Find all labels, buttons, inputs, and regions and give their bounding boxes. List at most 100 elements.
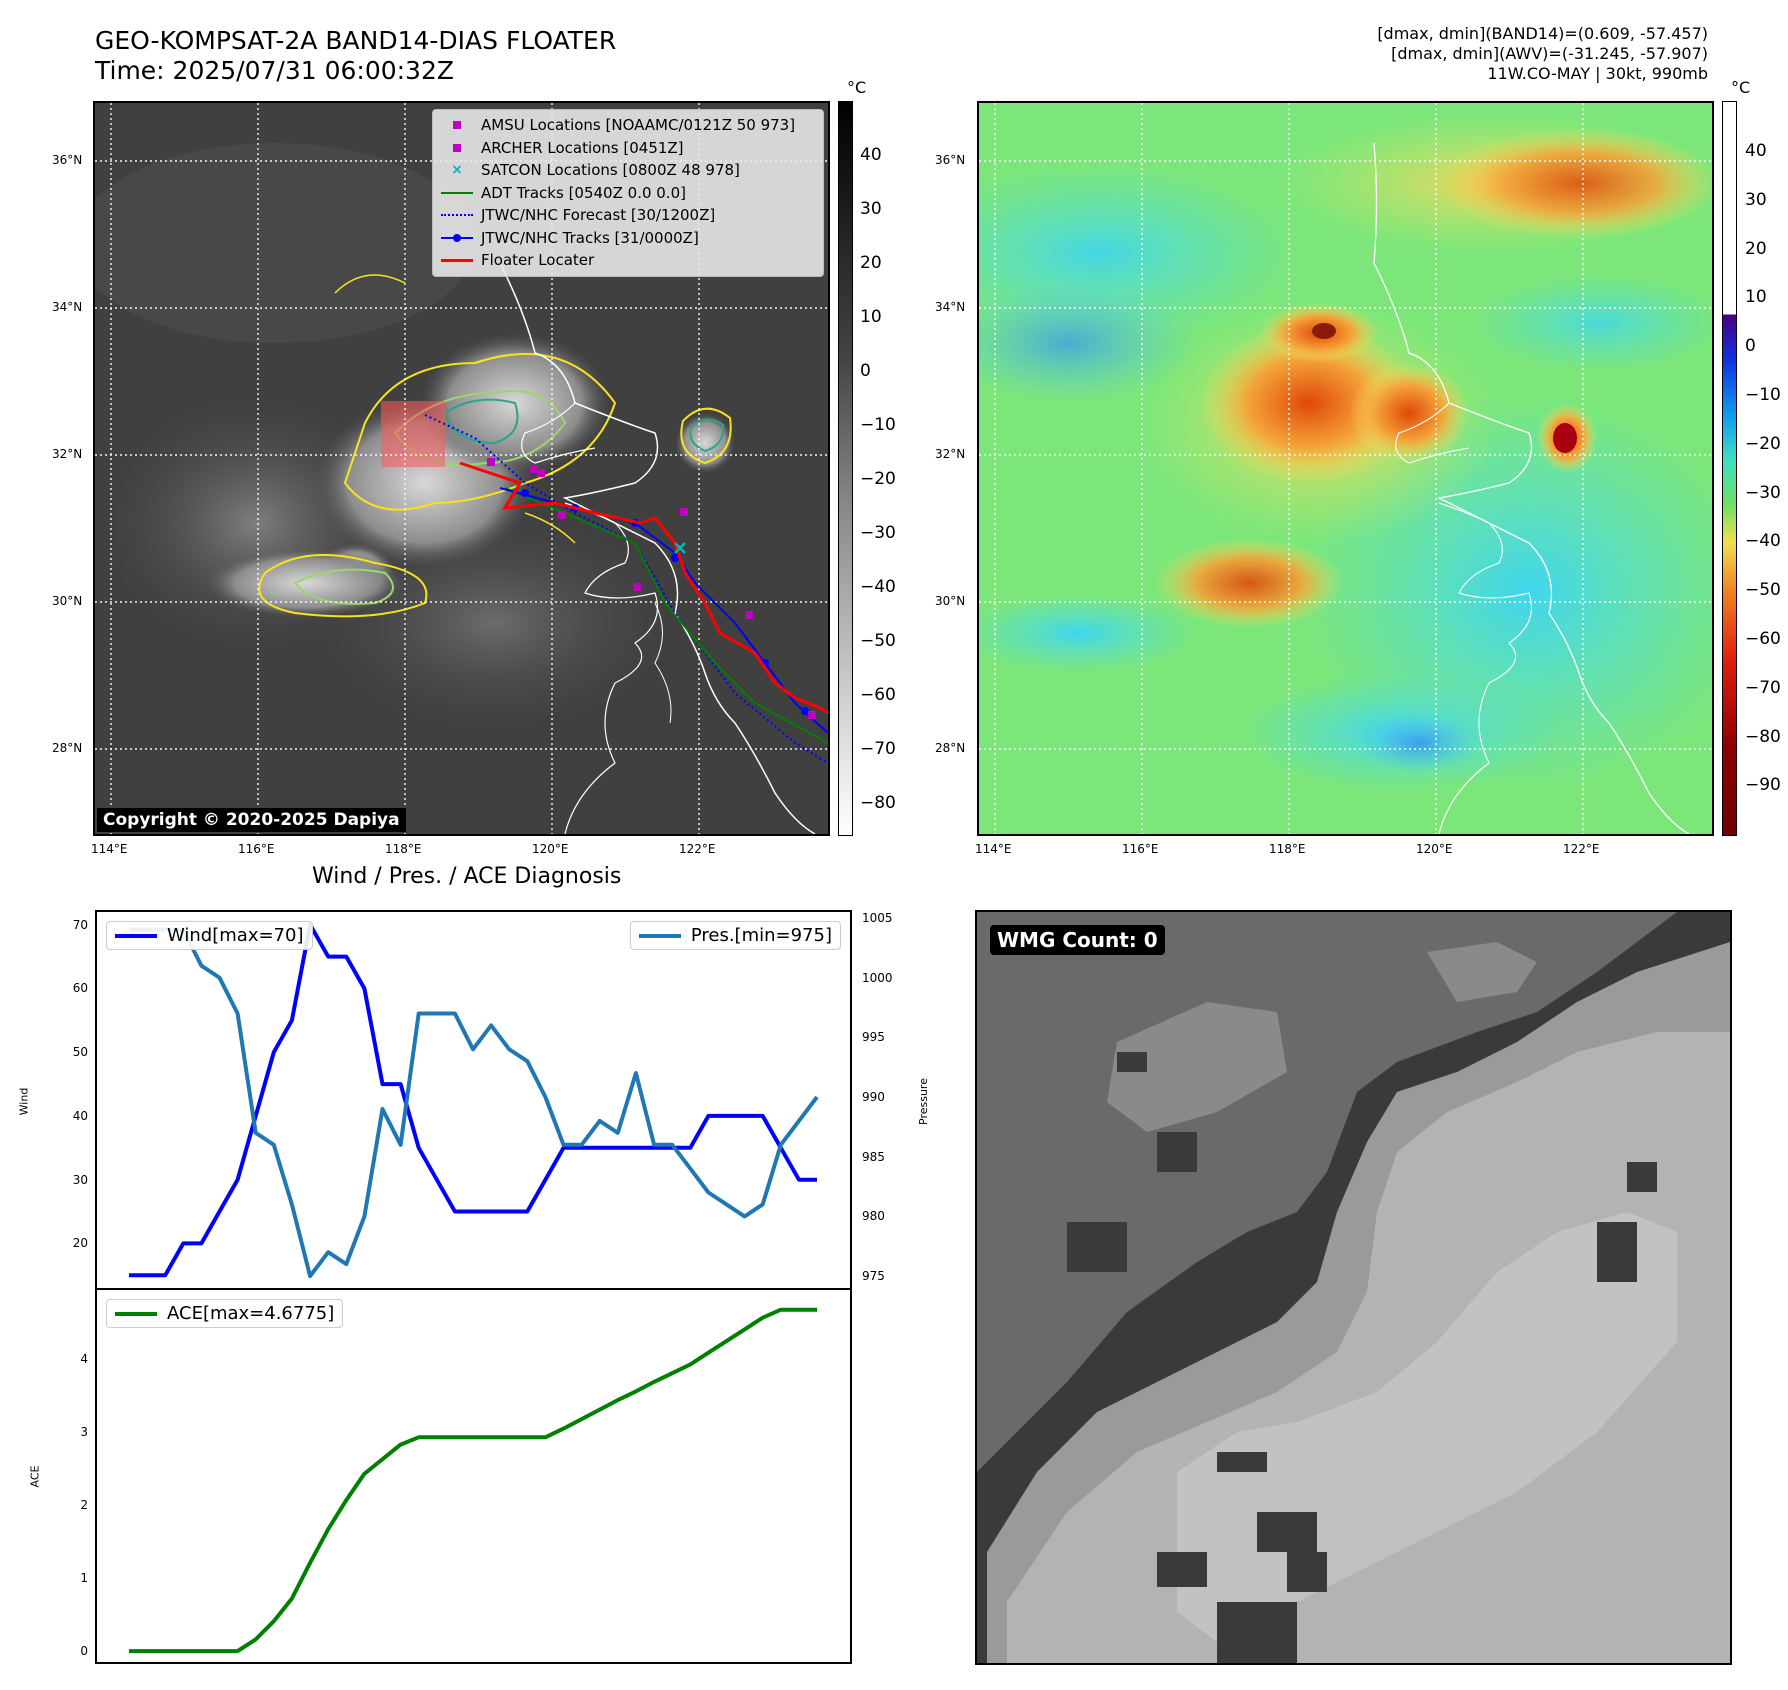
ace-tick-label: 3: [80, 1425, 88, 1440]
wv-lon-tick: 114°E: [975, 842, 1012, 856]
ir-lat-tick: 34°N: [52, 300, 83, 314]
pressure-tick-label: 1005: [862, 910, 893, 925]
ir-legend: AMSU Locations [NOAAMC/0121Z 50 973] ARC…: [432, 109, 824, 277]
wv-lat-tick: 34°N: [935, 300, 966, 314]
diagnosis-title: Wind / Pres. / ACE Diagnosis: [312, 864, 622, 889]
pressure-tick-label: 975: [862, 1269, 885, 1284]
legend-adt: ADT Tracks [0540Z 0.0 0.0]: [433, 182, 823, 205]
wv-colorbar-unit: °C: [1731, 78, 1751, 97]
forecast-track: [424, 414, 828, 764]
info-line-3: 11W.CO-MAY | 30kt, 990mb: [1487, 64, 1708, 83]
colorbar-tick-label: 10: [1745, 287, 1767, 308]
wind-tick-label: 50: [72, 1045, 88, 1060]
ir-lon-tick: 118°E: [385, 842, 422, 856]
legend-amsu: AMSU Locations [NOAAMC/0121Z 50 973]: [433, 114, 823, 137]
ir-lat-tick: 36°N: [52, 153, 83, 167]
ace-tick-label: 0: [80, 1644, 88, 1659]
colorbar-tick-label: −70: [1745, 677, 1781, 698]
colorbar-tick-label: −20: [1745, 433, 1781, 454]
ir-lon-tick: 122°E: [679, 842, 716, 856]
ace-series-line: [129, 1307, 817, 1654]
wind-tick-label: 30: [72, 1172, 88, 1187]
colorbar-tick-label: −60: [1745, 629, 1781, 649]
ir-lat-tick: 30°N: [52, 594, 83, 608]
ace-tick-label: 4: [80, 1352, 88, 1367]
ir-lat-tick: 28°N: [52, 741, 83, 755]
legend-jtwc: JTWC/NHC Tracks [31/0000Z]: [433, 227, 823, 250]
x-marker-icon: ×: [451, 162, 463, 179]
colorbar-tick-label: 10: [860, 307, 882, 327]
wind-legend: Wind[max=70]: [106, 921, 313, 950]
colorbar-tick-label: 30: [1745, 189, 1767, 210]
wv-lon-tick: 122°E: [1563, 842, 1600, 856]
wv-lat-tick: 32°N: [935, 447, 966, 461]
colorbar-tick-label: 40: [1745, 141, 1767, 161]
wind-tick-label: 40: [72, 1108, 88, 1123]
wv-lat-tick: 28°N: [935, 741, 966, 755]
colorbar-tick-label: −90: [1745, 775, 1781, 796]
colorbar-tick-label: −10: [1745, 385, 1781, 405]
colorbar-tick-label: −40: [860, 577, 896, 597]
wv-lat-tick: 36°N: [935, 153, 966, 167]
wmg-panel: WMG Count: 0: [975, 910, 1732, 1665]
ir-lon-tick: 116°E: [238, 842, 275, 856]
ace-axis-label: ACE: [28, 1465, 42, 1488]
square-marker-icon: [433, 140, 481, 156]
wind-axis-label: Wind: [17, 1087, 31, 1116]
ace-tick-label: 1: [80, 1571, 88, 1586]
colorbar-tick-label: −60: [860, 685, 896, 705]
pressure-tick-label: 1000: [862, 970, 893, 985]
wv-colorbar: [1722, 101, 1737, 836]
colorbar-tick-label: −40: [1745, 531, 1781, 552]
colorbar-tick-label: 0: [1745, 336, 1756, 357]
colorbar-tick-label: −10: [860, 415, 896, 435]
title-line-1: GEO-KOMPSAT-2A BAND14-DIAS FLOATER: [95, 26, 617, 55]
figure-title: GEO-KOMPSAT-2A BAND14-DIAS FLOATER Time:…: [95, 26, 616, 86]
colorbar-tick-label: −70: [860, 739, 896, 759]
title-line-2: Time: 2025/07/31 06:00:32Z: [95, 56, 454, 85]
copyright-badge: Copyright © 2020-2025 Dapiya: [97, 808, 406, 832]
line-icon: [115, 1311, 157, 1316]
wv-lon-tick: 118°E: [1269, 842, 1306, 856]
pres-legend: Pres.[min=975]: [629, 921, 841, 950]
pressure-series-line: [129, 927, 819, 1279]
wv-map-panel: [977, 101, 1714, 836]
ir-map-panel: AMSU Locations [NOAAMC/0121Z 50 973] ARC…: [93, 101, 830, 836]
wv-lon-tick: 120°E: [1416, 842, 1453, 856]
colorbar-tick-label: −80: [1745, 726, 1781, 747]
colorbar-tick-label: 20: [1745, 238, 1767, 259]
colorbar-tick-label: 20: [860, 253, 882, 273]
wind-series-line: [129, 922, 817, 1278]
info-line-1: [dmax, dmin](BAND14)=(0.609, -57.457): [1377, 24, 1708, 43]
colorbar-tick-label: 0: [860, 361, 871, 381]
pressure-tick-label: 990: [862, 1090, 885, 1105]
wind-pressure-plot: Wind[max=70] Pres.[min=975]: [95, 910, 852, 1290]
pressure-tick-label: 985: [862, 1149, 885, 1164]
pressure-tick-label: 980: [862, 1209, 885, 1224]
figure-info: [dmax, dmin](BAND14)=(0.609, -57.457) [d…: [1377, 24, 1708, 84]
colorbar-tick-label: −50: [860, 631, 896, 651]
line-icon: [638, 933, 681, 938]
ace-legend: ACE[max=4.6775]: [106, 1299, 344, 1328]
legend-forecast: JTWC/NHC Forecast [30/1200Z]: [433, 204, 823, 227]
colorbar-tick-label: −20: [860, 469, 896, 489]
ir-colorbar-unit: °C: [847, 78, 867, 97]
square-marker-icon: [433, 117, 481, 133]
ir-lon-tick: 114°E: [91, 842, 128, 856]
colorbar-tick-label: −30: [860, 523, 896, 543]
line-marker-icon: [433, 252, 481, 268]
ir-lon-tick: 120°E: [532, 842, 569, 856]
dotted-line-icon: [433, 207, 481, 223]
wmg-imagery: [977, 912, 1730, 1663]
wv-imagery: [979, 103, 1712, 834]
wv-lon-tick: 116°E: [1122, 842, 1159, 856]
wind-tick-label: 70: [72, 917, 88, 932]
wind-tick-label: 20: [72, 1236, 88, 1251]
colorbar-tick-label: 30: [860, 199, 882, 219]
pressure-tick-label: 995: [862, 1030, 885, 1045]
legend-satcon: × SATCON Locations [0800Z 48 978]: [433, 159, 823, 182]
colorbar-tick-label: −30: [1745, 482, 1781, 503]
colorbar-tick-label: −50: [1745, 580, 1781, 601]
wv-lat-tick: 30°N: [935, 594, 966, 608]
colorbar-tick-label: 40: [860, 145, 882, 165]
